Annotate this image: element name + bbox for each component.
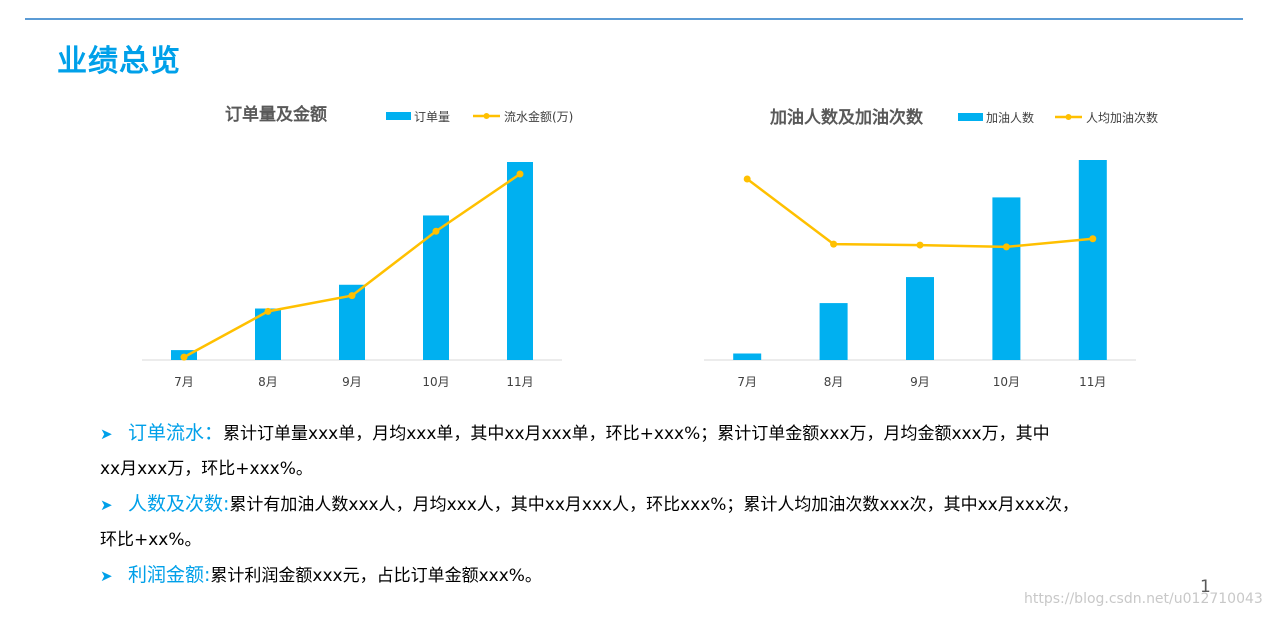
line-point	[830, 240, 838, 248]
legend-label: 加油人数	[986, 110, 1034, 125]
x-tick-label: 7月	[174, 375, 194, 389]
x-tick-label: 7月	[737, 375, 757, 389]
line-point	[348, 292, 356, 300]
bullet-text: 累计有加油人数xxx人，月均xxx人，其中xx月xxx人，环比xxx%；累计人均…	[229, 495, 1079, 515]
x-tick-label: 9月	[910, 375, 930, 389]
page-title: 业绩总览	[57, 44, 181, 79]
x-tick-label: 8月	[258, 375, 278, 389]
bar	[819, 303, 848, 360]
bullet-orders: ➤ 订单流水：累计订单量xxx单，月均xxx单，其中xx月xxx单，环比+xxx%…	[100, 416, 1150, 452]
bar	[992, 197, 1021, 360]
legend-label: 人均加油次数	[1086, 110, 1158, 125]
chart-refuel: 加油人数及加油次数 加油人数 人均加油次数 7月 8月 9月 10月 11月	[704, 107, 1158, 389]
page-number: 1	[1200, 577, 1211, 597]
bullet-continuation: xx月xxx万，环比+xxx%。	[100, 459, 313, 479]
bullet-label: 订单流水：	[128, 422, 224, 444]
x-tick-label: 11月	[506, 375, 533, 389]
legend-swatch-bar	[386, 112, 411, 120]
x-tick-label: 10月	[993, 375, 1020, 389]
watermark: https://blog.csdn.net/u012710043	[1024, 591, 1263, 607]
chart-title: 订单量及金额	[225, 104, 327, 125]
line-point	[1002, 243, 1010, 251]
bar	[733, 353, 762, 360]
x-tick-label: 9月	[342, 375, 362, 389]
top-rule	[25, 18, 1243, 20]
line-point	[432, 227, 440, 235]
arrow-icon: ➤	[100, 567, 113, 585]
x-tick-label: 10月	[422, 375, 449, 389]
x-tick-label: 8月	[824, 375, 844, 389]
bar	[906, 277, 934, 360]
legend-swatch-marker	[1065, 114, 1072, 120]
summary-bullets: ➤ 订单流水：累计订单量xxx单，月均xxx单，其中xx月xxx单，环比+xxx%…	[100, 416, 1150, 594]
bullet-label: 利润金额:	[128, 564, 211, 586]
bullet-people: ➤ 人数及次数:累计有加油人数xxx人，月均xxx人，其中xx月xxx人，环比xx…	[100, 487, 1150, 523]
bullet-profit: ➤ 利润金额:累计利润金额xxx元，占比订单金额xxx%。	[100, 558, 1150, 594]
line-point	[743, 175, 751, 183]
legend-label: 流水金额(万)	[504, 109, 573, 124]
arrow-icon: ➤	[100, 425, 113, 443]
arrow-icon: ➤	[100, 496, 113, 514]
bar	[1078, 160, 1107, 360]
legend-swatch-bar	[958, 113, 983, 121]
bullet-continuation: 环比+xx%。	[100, 530, 202, 550]
series-line	[746, 178, 1093, 249]
bullet-label: 人数及次数:	[128, 493, 230, 515]
line-point	[516, 170, 524, 178]
line-point	[264, 307, 272, 315]
chart-orders: 订单量及金额 订单量 流水金额(万) 7月 8月 9月 10月 11月	[142, 104, 573, 389]
line-point	[1089, 235, 1097, 243]
bar	[507, 162, 533, 360]
line-point	[180, 353, 188, 361]
x-tick-label: 11月	[1079, 375, 1106, 389]
bar	[423, 215, 449, 360]
line-point	[916, 241, 924, 249]
chart-title: 加油人数及加油次数	[769, 107, 924, 128]
bullet-text: 累计利润金额xxx元，占比订单金额xxx%。	[210, 566, 542, 586]
legend-swatch-marker	[483, 113, 490, 119]
legend-label: 订单量	[414, 110, 450, 124]
bullet-text: 累计订单量xxx单，月均xxx单，其中xx月xxx单，环比+xxx%；累计订单金…	[223, 424, 1050, 444]
